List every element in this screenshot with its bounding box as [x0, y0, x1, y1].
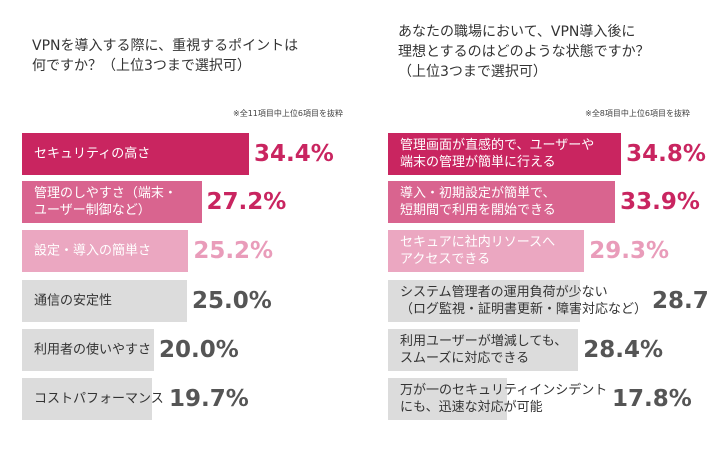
value-label: 17.8% [612, 386, 692, 412]
value-label: 33.9% [620, 189, 700, 215]
value-label: 28.7% [652, 288, 709, 314]
category-label: セキュアに社内リソースへ アクセスできる [400, 235, 556, 267]
category-label: システム管理者の運用負荷が少ない （ログ監視・証明書更新・障害対応など） [400, 285, 648, 317]
value-label: 34.4% [254, 141, 334, 167]
value-label: 20.0% [159, 337, 239, 363]
value-label: 28.4% [583, 337, 664, 363]
category-label: コストパフォーマンス [34, 391, 164, 407]
annotation: ※全8項目中上位6項目を抜粋 [585, 109, 690, 118]
value-label: 25.0% [192, 288, 272, 314]
chart-title: あなたの職場において、VPN導入後に 理想とするのはどのような状態ですか？ （上… [398, 24, 650, 80]
category-label: 利用ユーザーが増減しても、 スムーズに対応できる [400, 334, 568, 366]
bar [22, 230, 189, 272]
bar [22, 181, 202, 223]
bar [22, 133, 250, 175]
category-label: 通信の安定性 [34, 293, 113, 309]
category-label: 管理のしやすさ（端末・ ユーザー制御など） [34, 186, 177, 218]
category-label: 設定・導入の簡単さ [34, 243, 152, 259]
category-label: 万が一のセキュリティインシデント にも、迅速な対応が可能 [400, 383, 608, 415]
bar [22, 329, 154, 371]
bar [22, 378, 153, 420]
value-label: 29.3% [589, 238, 670, 264]
category-label: 管理画面が直感的で、ユーザーや 端末の管理が簡単に行える [400, 138, 595, 170]
category-label: 導入・初期設定が簡単で、 短期間で利用を開始できる [400, 186, 556, 218]
value-label: 19.7% [169, 386, 249, 412]
chart-title: VPNを導入する際に、重視するポイントは 何ですか？（上位3つまで選択可） [32, 38, 299, 74]
category-label: セキュリティの高さ [34, 146, 151, 162]
value-label: 25.2% [193, 238, 274, 264]
bar [388, 378, 508, 420]
bar [388, 133, 622, 175]
bar [22, 280, 187, 322]
bar [388, 181, 616, 223]
value-label: 27.2% [206, 189, 287, 215]
value-label: 34.8% [626, 141, 706, 167]
annotation: ※全11項目中上位6項目を抜粋 [233, 109, 343, 118]
category-label: 利用者の使いやすさ [34, 342, 152, 358]
bar [388, 280, 581, 322]
bar [388, 230, 585, 272]
bar [388, 329, 579, 371]
